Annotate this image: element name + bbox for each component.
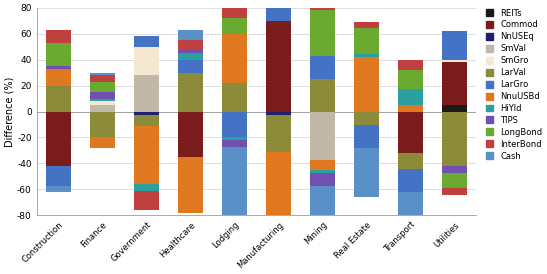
Bar <box>354 112 379 124</box>
Bar <box>223 34 247 83</box>
Bar <box>398 153 423 169</box>
Bar <box>135 75 159 112</box>
Bar <box>310 79 335 112</box>
Bar <box>178 40 202 49</box>
Bar <box>354 55 379 57</box>
Bar <box>90 138 115 148</box>
Bar <box>90 112 115 138</box>
Bar <box>178 112 202 157</box>
Bar <box>46 185 71 192</box>
Bar <box>310 170 335 173</box>
Bar <box>266 152 290 240</box>
Bar <box>46 166 71 185</box>
Bar <box>90 75 115 82</box>
Bar <box>46 66 71 69</box>
Bar <box>310 112 335 159</box>
Bar <box>398 105 423 112</box>
Bar <box>178 157 202 213</box>
Bar <box>266 240 290 247</box>
Bar <box>354 28 379 55</box>
Bar <box>398 169 423 192</box>
Bar <box>266 115 290 152</box>
Bar <box>135 112 159 115</box>
Bar <box>443 112 467 166</box>
Bar <box>90 92 115 99</box>
Bar <box>310 159 335 170</box>
Bar <box>354 148 379 197</box>
Bar <box>266 262 290 274</box>
Bar <box>178 60 202 73</box>
Bar <box>223 18 247 34</box>
Bar <box>398 60 423 70</box>
Bar <box>443 105 467 112</box>
Bar <box>90 99 115 101</box>
Bar <box>443 166 467 173</box>
Bar <box>266 112 290 115</box>
Bar <box>46 30 71 43</box>
Bar <box>354 22 379 28</box>
Bar <box>46 43 71 66</box>
Bar <box>266 0 290 21</box>
Bar <box>223 8 247 18</box>
Bar <box>266 247 290 262</box>
Bar <box>398 89 423 105</box>
Bar <box>46 112 71 166</box>
Bar <box>443 188 467 195</box>
Bar <box>90 73 115 75</box>
Bar <box>354 57 379 112</box>
Bar <box>398 112 423 153</box>
Legend: REITs, Commod, NnUSEq, SmVal, SmGro, LarVal, LarGro, NnuUSBd, HiYld, TIPS, LongB: REITs, Commod, NnUSEq, SmVal, SmGro, Lar… <box>485 8 543 161</box>
Bar <box>310 173 335 185</box>
Bar <box>223 140 247 147</box>
Bar <box>310 0 335 10</box>
Bar <box>46 69 71 85</box>
Bar <box>90 105 115 112</box>
Bar <box>178 30 202 40</box>
Bar <box>223 147 247 215</box>
Bar <box>135 115 159 126</box>
Bar <box>443 60 467 62</box>
Bar <box>135 191 159 210</box>
Bar <box>135 47 159 75</box>
Bar <box>398 192 423 231</box>
Bar <box>443 62 467 105</box>
Bar <box>178 53 202 60</box>
Bar <box>135 126 159 184</box>
Bar <box>223 112 247 138</box>
Y-axis label: Difference (%): Difference (%) <box>4 76 14 147</box>
Bar <box>135 184 159 191</box>
Bar <box>178 49 202 53</box>
Bar <box>223 138 247 140</box>
Bar <box>310 10 335 56</box>
Bar <box>223 83 247 112</box>
Bar <box>135 36 159 47</box>
Bar <box>90 101 115 105</box>
Bar <box>354 124 379 148</box>
Bar <box>178 73 202 112</box>
Bar <box>310 185 335 238</box>
Bar <box>46 85 71 112</box>
Bar <box>266 21 290 112</box>
Bar <box>443 173 467 188</box>
Bar <box>398 70 423 89</box>
Bar <box>90 82 115 92</box>
Bar <box>310 56 335 79</box>
Bar <box>443 31 467 60</box>
